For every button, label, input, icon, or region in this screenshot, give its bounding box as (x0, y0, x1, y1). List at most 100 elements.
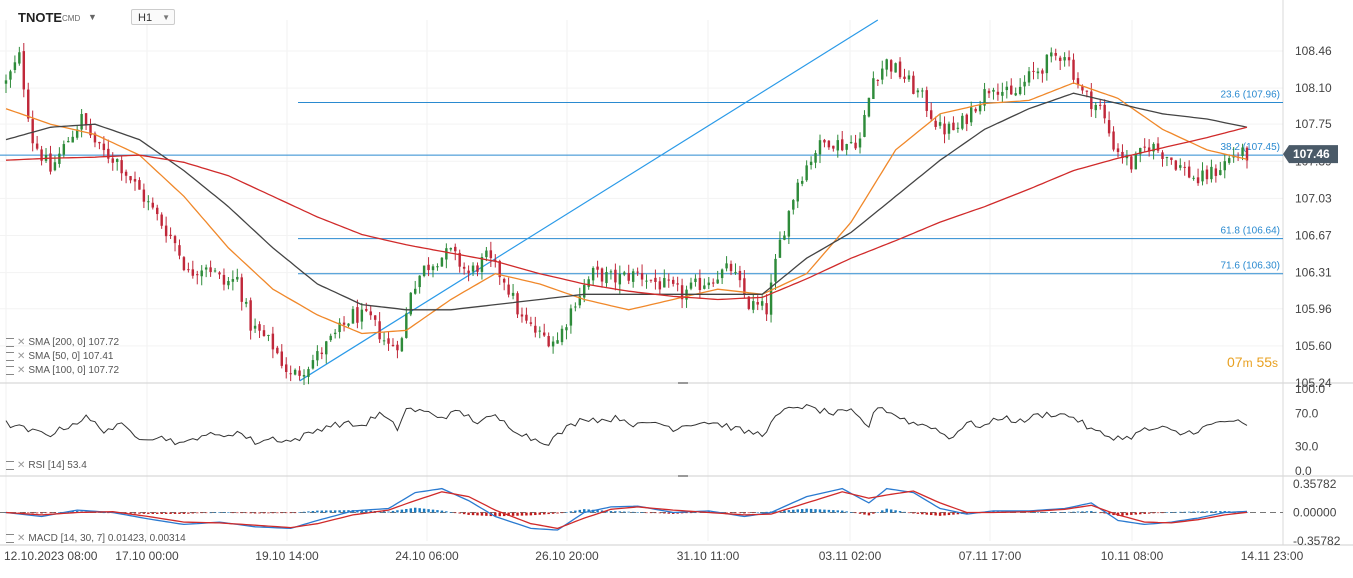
price-tick-label: 105.60 (1295, 339, 1332, 353)
macd-histogram-bar (138, 512, 141, 514)
candle-body (18, 52, 21, 64)
symbol-name[interactable]: TNOTE (18, 10, 63, 25)
macd-histogram-bar (454, 512, 457, 514)
candle-body (98, 141, 101, 144)
candle-body (405, 313, 408, 338)
candle-body (947, 123, 951, 134)
candle-body (173, 236, 177, 244)
candle-body (1210, 166, 1213, 180)
macd-histogram-bar (347, 510, 350, 513)
macd-histogram-bar (1054, 512, 1057, 513)
macd-histogram-bar (1045, 512, 1049, 513)
macd-histogram-bar (783, 510, 786, 513)
macd-histogram-bar (818, 509, 822, 513)
price-tick-label: 105.24 (1295, 376, 1332, 390)
macd-histogram-bar (458, 512, 461, 514)
candle-body (71, 136, 74, 143)
macd-histogram-bar (1174, 511, 1178, 513)
macd-histogram-bar (618, 511, 622, 513)
candle-body (1112, 131, 1115, 150)
candle-body (1227, 158, 1231, 163)
menu-icon[interactable] (6, 365, 14, 375)
menu-icon[interactable] (6, 533, 14, 543)
candle-body (925, 90, 928, 111)
macd-histogram-bar (1125, 512, 1129, 516)
candle-body (809, 161, 813, 166)
macd-histogram-bar (898, 511, 902, 513)
menu-icon[interactable] (6, 351, 14, 361)
legend-rsi[interactable]: ✕ RSI [14] 53.4 (6, 460, 87, 471)
candle-body (703, 285, 706, 289)
macd-histogram-bar (498, 512, 501, 517)
macd-histogram-bar (551, 512, 555, 514)
candle-body (1098, 104, 1102, 106)
candle-body (987, 90, 991, 94)
candle-body (365, 309, 368, 311)
macd-histogram-bar (1116, 512, 1120, 516)
countdown-seconds: 55 (1256, 354, 1273, 370)
macd-histogram-bar (578, 509, 582, 513)
macd-histogram-bar (178, 512, 181, 514)
macd-histogram-bar (253, 512, 257, 514)
candle-body (276, 347, 279, 354)
symbol-dropdown-icon[interactable]: ▼ (88, 12, 97, 22)
close-icon[interactable]: ✕ (17, 533, 26, 544)
macd-histogram-bar (636, 512, 639, 513)
legend-macd[interactable]: ✕ MACD [14, 30, 7] 0.01423, 0.00314 (6, 533, 186, 544)
candle-body (280, 351, 283, 366)
candle-body (13, 62, 17, 71)
macd-histogram-bar (743, 512, 746, 514)
close-icon[interactable]: ✕ (17, 460, 26, 471)
candle-body (769, 282, 773, 315)
candle-body (156, 207, 159, 215)
trendline[interactable] (299, 19, 879, 382)
macd-histogram-bar (1192, 511, 1195, 513)
legend-rsi-label: RSI [14] 53.4 (28, 460, 87, 471)
candle-body (823, 139, 826, 143)
candle-body (929, 110, 933, 119)
macd-tick-label: -0.35782 (1293, 534, 1341, 548)
candle-body (792, 200, 795, 210)
macd-histogram-bar (418, 508, 421, 513)
macd-histogram-bar (204, 512, 208, 514)
candle-body (467, 270, 470, 274)
macd-histogram-bar (471, 512, 475, 516)
macd-histogram-bar (1152, 512, 1155, 514)
macd-histogram-bar (903, 511, 906, 513)
legend-sma200[interactable]: ✕ SMA [200, 0] 107.72 (6, 337, 119, 348)
close-icon[interactable]: ✕ (17, 351, 26, 362)
last-price-tag (1283, 145, 1338, 164)
close-icon[interactable]: ✕ (17, 365, 26, 376)
close-icon[interactable]: ✕ (17, 337, 26, 348)
macd-histogram-bar (391, 510, 395, 513)
macd-histogram-bar (35, 512, 39, 514)
menu-icon[interactable] (6, 337, 14, 347)
candle-body (849, 142, 853, 144)
candle-body (209, 267, 212, 273)
macd-histogram-bar (894, 510, 897, 513)
candle-body (102, 143, 106, 151)
candle-body (667, 279, 670, 281)
macd-histogram-bar (765, 511, 768, 513)
candle-body (285, 364, 288, 372)
candle-body (40, 149, 43, 161)
macd-histogram-bar (298, 512, 301, 513)
candle-body (587, 279, 590, 287)
timeframe-select[interactable]: H1 ▼ (131, 9, 175, 25)
legend-sma100[interactable]: ✕ SMA [100, 0] 107.72 (6, 365, 119, 376)
macd-histogram-bar (27, 512, 30, 514)
candle-body (62, 144, 66, 155)
candle-body (720, 269, 724, 279)
resize-handle[interactable] (678, 475, 688, 477)
candle-body (903, 76, 906, 80)
candle-body (462, 266, 466, 269)
candle-body (547, 336, 550, 347)
macd-histogram-bar (511, 512, 515, 516)
candle-body (636, 271, 639, 273)
resize-handle[interactable] (678, 382, 688, 384)
macd-histogram-bar (600, 510, 604, 513)
price-tick-label: 107.75 (1295, 117, 1332, 131)
menu-icon[interactable] (6, 460, 14, 470)
legend-sma50[interactable]: ✕ SMA [50, 0] 107.41 (6, 351, 113, 362)
